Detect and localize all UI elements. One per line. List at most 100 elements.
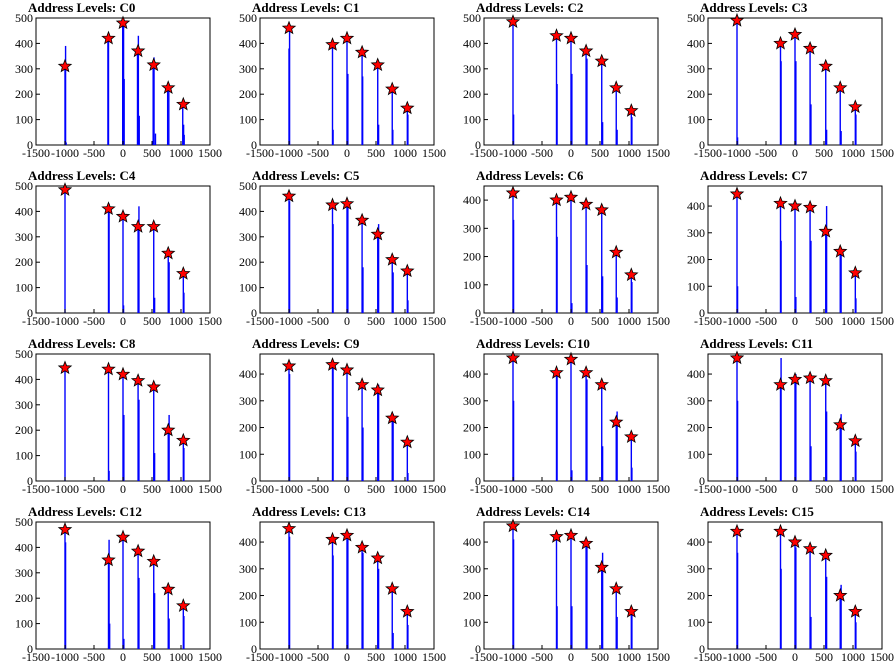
peak-star-marker bbox=[818, 58, 833, 73]
peak-star-marker bbox=[505, 14, 521, 28]
x-tick-label: -500 bbox=[307, 482, 329, 496]
y-tick-label: 200 bbox=[687, 87, 705, 101]
y-tick-label: 300 bbox=[239, 394, 257, 408]
peak-star-marker bbox=[609, 414, 624, 429]
y-tick-label: 200 bbox=[463, 250, 481, 264]
chart-panel-c7: Address Levels: C7 0 100 200 300 400 -1500 -100… bbox=[672, 168, 896, 336]
chart-panel-c4: Address Levels: C4 0 100 200 300 400 500 -1500-… bbox=[0, 168, 224, 336]
peak-star-marker bbox=[130, 373, 146, 387]
y-tick-label: 200 bbox=[463, 87, 481, 101]
y-tick-label: 100 bbox=[463, 615, 481, 629]
y-tick-label: 100 bbox=[15, 449, 33, 463]
y-tick-label: 0 bbox=[251, 306, 257, 320]
peak-star-marker bbox=[354, 539, 370, 554]
peak-star-marker bbox=[773, 195, 788, 210]
y-tick-label: 100 bbox=[687, 447, 705, 461]
peak-star-marker bbox=[339, 527, 355, 542]
x-tick-label: -1500 bbox=[470, 146, 498, 160]
peak-star-marker bbox=[115, 366, 131, 381]
x-tick-label: 500 bbox=[815, 482, 833, 496]
peak-star-marker bbox=[505, 350, 521, 365]
chart-title: Address Levels: C6 bbox=[476, 168, 584, 183]
y-tick-label: 400 bbox=[463, 193, 481, 207]
y-tick-label: 0 bbox=[27, 642, 33, 656]
x-tick-label: 500 bbox=[367, 314, 385, 328]
y-tick-label: 300 bbox=[239, 62, 257, 76]
peak-star-marker bbox=[354, 44, 370, 59]
y-tick-label: 500 bbox=[15, 179, 33, 193]
chart-panel-c9: Address Levels: C9 0 100 200 300 400 -1500 -100… bbox=[224, 336, 448, 504]
chart-panel-c0: Address Levels: C0 0 100 200 300 400 500 -1500-… bbox=[0, 0, 224, 168]
peak-star-marker bbox=[385, 410, 400, 425]
chart-panel-c11: Address Levels: C11 0 100 200 300 400 -1500 -10… bbox=[672, 336, 896, 504]
peak-star-marker bbox=[549, 28, 564, 42]
peak-star-marker bbox=[802, 370, 818, 385]
x-tick-label: 0 bbox=[344, 146, 350, 160]
x-tick-label: 0 bbox=[344, 482, 350, 496]
y-tick-label: 400 bbox=[687, 535, 705, 549]
peak-star-marker bbox=[729, 186, 745, 201]
peak-star-marker bbox=[115, 15, 131, 30]
peak-star-marker bbox=[505, 518, 521, 533]
y-tick-label: 300 bbox=[463, 394, 481, 408]
y-tick-label: 200 bbox=[463, 421, 481, 435]
peak-star-marker bbox=[370, 226, 385, 241]
y-tick-label: 400 bbox=[687, 199, 705, 213]
chart-title: Address Levels: C12 bbox=[28, 504, 142, 519]
chart-panel-c12: Address Levels: C12 0 100 200 300 400 500 -1500… bbox=[0, 504, 224, 672]
x-tick-label: -1500 bbox=[22, 482, 50, 496]
y-tick-label: 0 bbox=[251, 138, 257, 152]
x-tick-label: 0 bbox=[120, 314, 126, 328]
peak-star-marker bbox=[848, 433, 863, 448]
y-tick-label: 500 bbox=[239, 11, 257, 25]
x-tick-label: 500 bbox=[591, 314, 609, 328]
peak-star-marker bbox=[578, 43, 594, 58]
peak-star-marker bbox=[578, 196, 594, 211]
peak-star-marker bbox=[624, 103, 639, 117]
y-tick-label: 100 bbox=[15, 113, 33, 127]
peak-star-marker bbox=[563, 189, 579, 204]
peak-star-marker bbox=[833, 243, 848, 258]
chart-svg: Address Levels: C13 0 100 200 300 400 -1500 -10… bbox=[239, 504, 446, 664]
y-tick-label: 400 bbox=[15, 372, 33, 386]
x-tick-label: 500 bbox=[143, 482, 161, 496]
peak-star-marker bbox=[161, 80, 176, 95]
chart-title: Address Levels: C2 bbox=[476, 0, 583, 15]
peak-star-marker bbox=[101, 552, 116, 567]
y-tick-label: 0 bbox=[475, 306, 481, 320]
x-tick-label: -1000 bbox=[723, 314, 751, 328]
chart-title: Address Levels: C3 bbox=[700, 0, 808, 15]
peak-star-marker bbox=[130, 543, 146, 558]
peak-star-marker bbox=[818, 547, 833, 562]
chart-title: Address Levels: C0 bbox=[28, 0, 135, 15]
y-tick-label: 500 bbox=[15, 11, 33, 25]
chart-title: Address Levels: C1 bbox=[252, 0, 359, 15]
peak-star-marker bbox=[354, 377, 370, 391]
y-tick-label: 200 bbox=[15, 255, 33, 269]
x-tick-label: 1000 bbox=[393, 314, 417, 328]
y-tick-label: 200 bbox=[239, 255, 257, 269]
x-tick-label: 0 bbox=[792, 146, 798, 160]
chart-svg: Address Levels: C40100200300400500-1500-… bbox=[15, 168, 222, 328]
x-tick-label: 500 bbox=[143, 650, 161, 664]
peak-star-marker bbox=[339, 362, 355, 377]
peak-star-marker bbox=[848, 265, 863, 280]
peak-star-marker bbox=[787, 26, 803, 41]
x-tick-label: 1500 bbox=[422, 314, 446, 328]
x-tick-label: -500 bbox=[307, 314, 329, 328]
y-tick-label: 400 bbox=[239, 535, 257, 549]
peak-star-marker bbox=[354, 212, 370, 227]
chart-panel-c10: Address Levels: C10 0 100 200 300 400 -1500 -10… bbox=[448, 336, 672, 504]
x-tick-label: -500 bbox=[755, 650, 777, 664]
x-tick-label: -1500 bbox=[470, 650, 498, 664]
x-tick-label: 1000 bbox=[617, 146, 641, 160]
peak-star-marker bbox=[176, 598, 191, 613]
y-tick-label: 400 bbox=[463, 367, 481, 381]
chart-panel-c3: Address Levels: C3 0 100 200 300 400 500 -1500-… bbox=[672, 0, 896, 168]
peak-star-marker bbox=[57, 360, 73, 375]
x-tick-label: -500 bbox=[531, 146, 553, 160]
y-tick-label: 200 bbox=[687, 421, 705, 435]
y-tick-label: 100 bbox=[463, 113, 481, 127]
y-tick-label: 0 bbox=[27, 138, 33, 152]
y-tick-label: 100 bbox=[239, 447, 257, 461]
